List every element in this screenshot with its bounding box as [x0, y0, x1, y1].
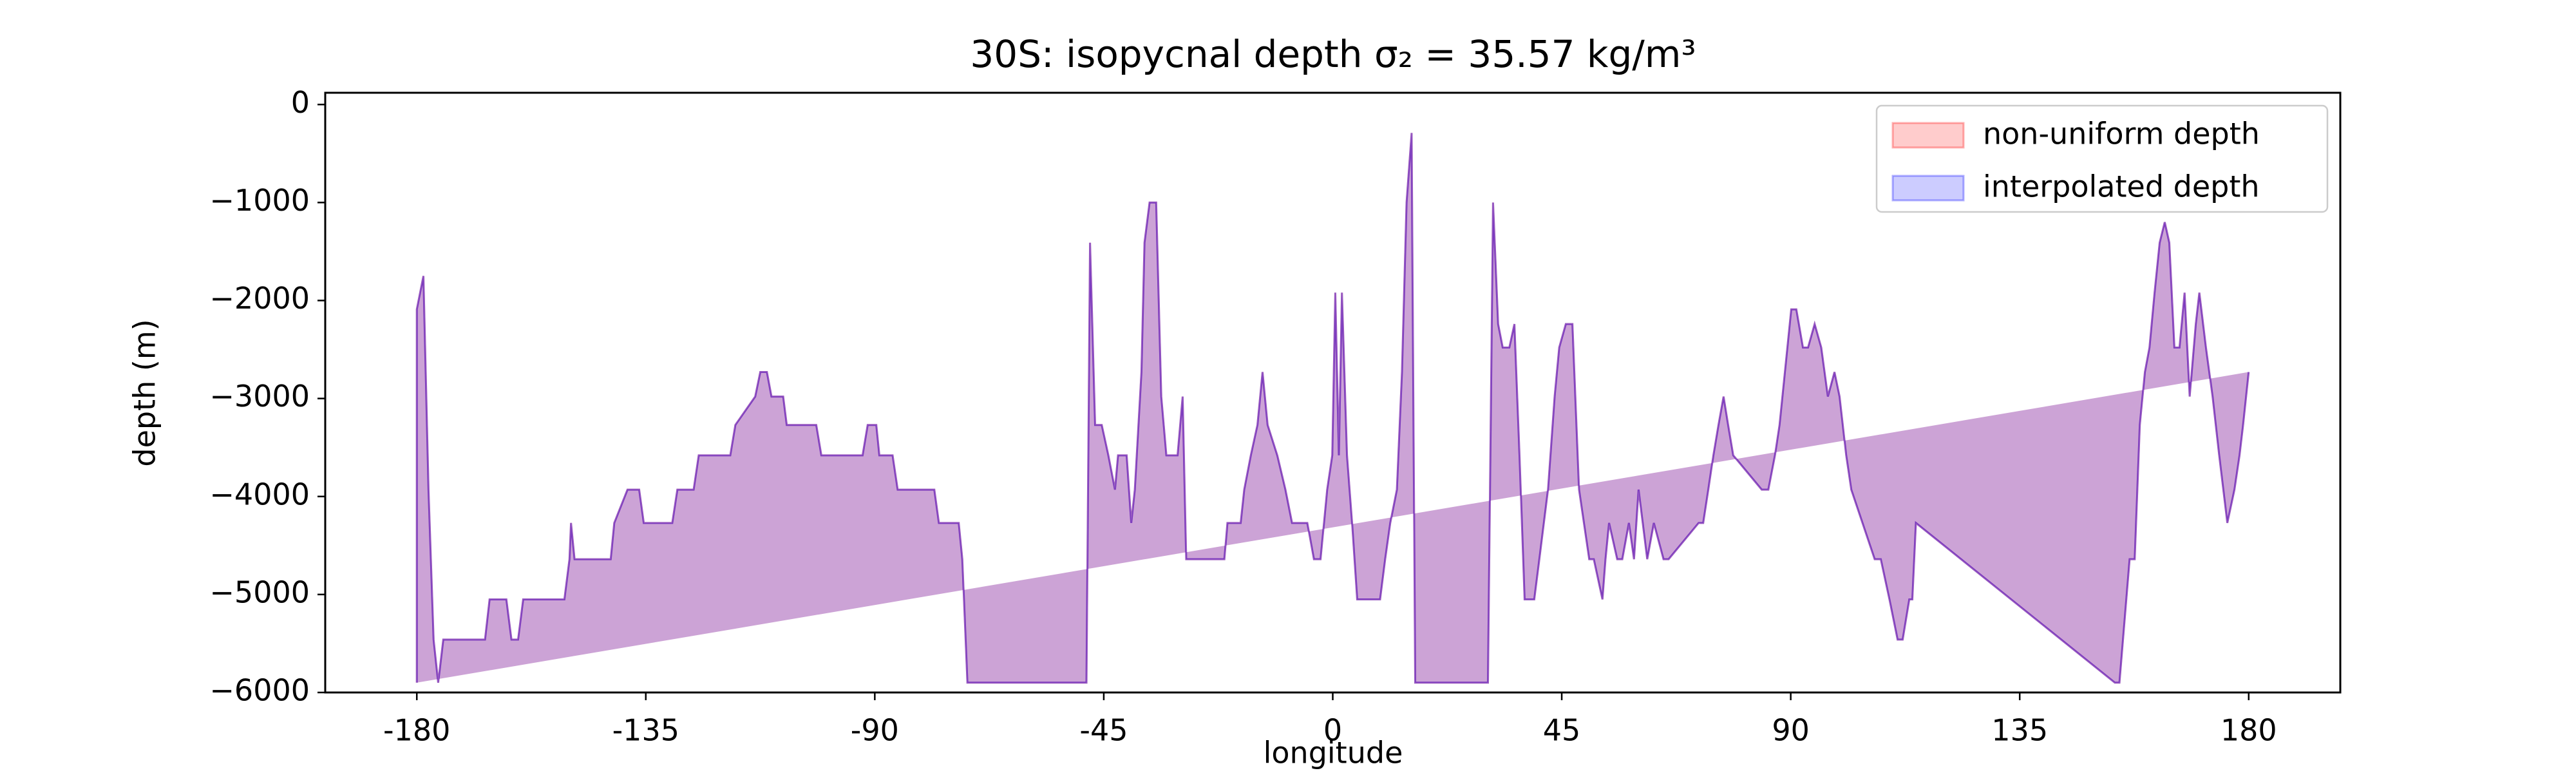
y-axis-label: depth (m): [128, 319, 162, 466]
y-tick-label: −2000: [209, 281, 310, 316]
area-fill: [415, 133, 2250, 684]
y-tick-label: −6000: [209, 673, 310, 708]
y-tick-label: 0: [291, 85, 310, 120]
y-tick-label: −5000: [209, 575, 310, 609]
area-fill: [415, 133, 2250, 684]
x-tick-label: -45: [1079, 713, 1128, 748]
legend-label: non-uniform depth: [1983, 117, 2260, 151]
x-tick-label: 90: [1772, 713, 1810, 748]
y-tick-label: −1000: [209, 183, 310, 218]
legend-swatch: [1891, 122, 1965, 149]
y-tick-label: −3000: [209, 379, 310, 414]
legend-swatch: [1891, 175, 1965, 202]
x-tick-label: -90: [851, 713, 899, 748]
chart-title: 30S: isopycnal depth σ₂ = 35.57 kg/m³: [970, 32, 1696, 76]
x-tick-label: -135: [612, 713, 679, 748]
x-tick-label: 180: [2221, 713, 2277, 748]
x-tick-label: 45: [1543, 713, 1581, 748]
x-tick-label: 0: [1323, 713, 1342, 748]
x-tick-label: -180: [383, 713, 450, 748]
y-tick-label: −4000: [209, 477, 310, 511]
x-tick-label: 135: [1991, 713, 2048, 748]
x-axis-label: longitude: [1264, 736, 1403, 770]
legend-label: interpolated depth: [1983, 169, 2260, 204]
legend-frame: [1875, 104, 2329, 213]
